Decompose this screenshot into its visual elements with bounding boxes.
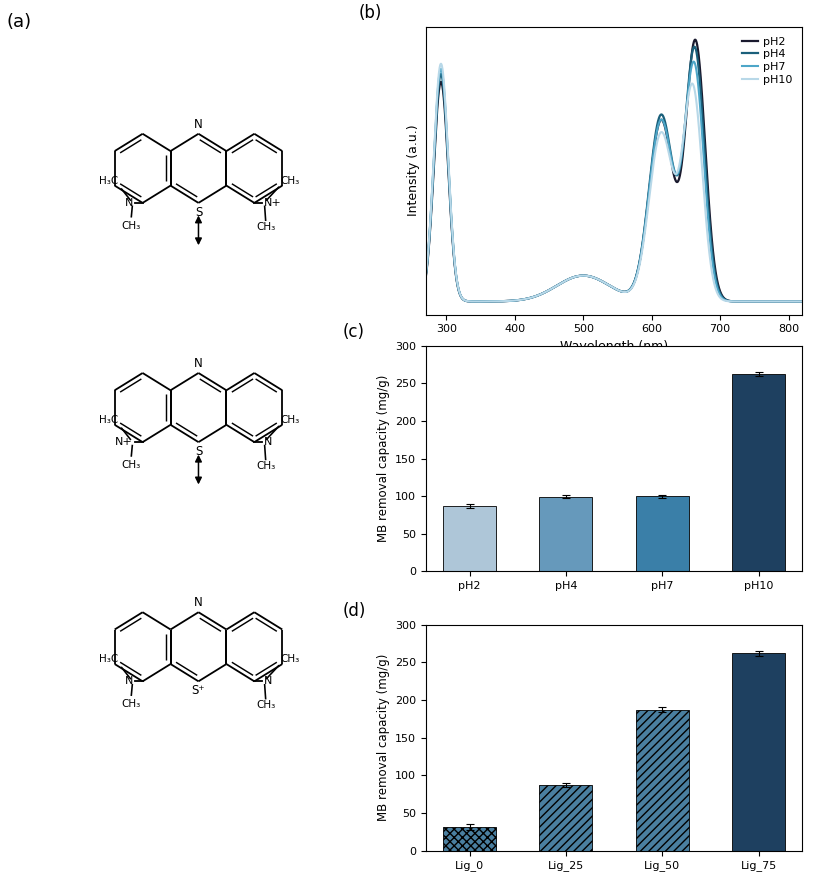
Text: CH₃: CH₃ — [280, 415, 299, 424]
Bar — [539, 497, 592, 571]
pH10 — [717, 294, 727, 305]
X-axis label: Wavelength (nm): Wavelength (nm) — [560, 340, 668, 353]
Text: N: N — [264, 676, 272, 687]
Text: S⁺: S⁺ — [192, 684, 205, 697]
Text: CH₃: CH₃ — [280, 175, 299, 186]
pH10 — [604, 280, 614, 291]
pH10 — [594, 275, 604, 285]
Y-axis label: MB removal capacity (mg/g): MB removal capacity (mg/g) — [376, 654, 390, 821]
pH7 — [421, 269, 431, 280]
Line: pH4: pH4 — [426, 47, 802, 301]
Text: S: S — [195, 445, 202, 458]
Text: H₃C: H₃C — [99, 175, 118, 186]
Text: CH₃: CH₃ — [122, 699, 141, 710]
Text: CH₃: CH₃ — [256, 222, 275, 232]
pH2 — [440, 110, 450, 120]
pH2 — [690, 35, 700, 45]
pH10 — [786, 296, 796, 307]
pH7 — [797, 296, 807, 307]
Text: N+: N+ — [115, 437, 133, 447]
Bar — [443, 828, 496, 851]
Bar — [636, 496, 689, 571]
Bar — [443, 506, 496, 571]
Text: (c): (c) — [343, 323, 366, 341]
pH4 — [797, 296, 807, 307]
pH4 — [604, 280, 614, 291]
Bar — [636, 710, 689, 851]
Text: N: N — [194, 596, 203, 610]
pH4 — [421, 269, 431, 280]
pH4 — [786, 296, 796, 307]
Text: H₃C: H₃C — [99, 415, 118, 424]
Text: CH₃: CH₃ — [280, 654, 299, 664]
Text: CH₃: CH₃ — [256, 461, 275, 471]
Text: (b): (b) — [358, 4, 381, 21]
Text: CH₃: CH₃ — [256, 700, 275, 711]
Text: CH₃: CH₃ — [122, 221, 141, 231]
Bar — [732, 374, 785, 571]
Line: pH10: pH10 — [426, 64, 802, 301]
Text: N+: N+ — [264, 198, 282, 208]
Line: pH2: pH2 — [426, 40, 802, 301]
Text: H₃C: H₃C — [99, 654, 118, 664]
pH7 — [717, 293, 727, 304]
pH2 — [717, 291, 727, 301]
Text: S: S — [195, 206, 202, 219]
pH7 — [440, 98, 450, 109]
pH4 — [594, 275, 604, 285]
pH7 — [786, 296, 796, 307]
pH2 — [594, 275, 604, 285]
pH10 — [436, 58, 446, 69]
Legend: pH2, pH4, pH7, pH10: pH2, pH4, pH7, pH10 — [737, 32, 796, 89]
Text: N: N — [125, 676, 133, 687]
pH4 — [786, 296, 796, 307]
Text: N: N — [194, 118, 203, 131]
pH10 — [786, 296, 796, 307]
pH7 — [786, 296, 796, 307]
pH10 — [797, 296, 807, 307]
Y-axis label: MB removal capacity (mg/g): MB removal capacity (mg/g) — [376, 375, 390, 542]
pH10 — [440, 97, 450, 108]
pH2 — [797, 296, 807, 307]
pH4 — [690, 42, 700, 52]
pH4 — [440, 103, 450, 113]
Text: N: N — [264, 437, 272, 447]
pH2 — [604, 280, 614, 291]
Text: (a): (a) — [6, 13, 31, 31]
Bar — [732, 653, 785, 851]
pH7 — [604, 280, 614, 291]
Text: (d): (d) — [343, 602, 366, 620]
pH10 — [421, 268, 431, 279]
Text: CH₃: CH₃ — [122, 460, 141, 470]
Line: pH7: pH7 — [426, 62, 802, 301]
pH2 — [421, 270, 431, 281]
Bar — [539, 785, 592, 851]
Y-axis label: Intensity (a.u.): Intensity (a.u.) — [408, 125, 420, 216]
Text: N: N — [125, 198, 133, 208]
pH2 — [786, 296, 796, 307]
pH7 — [594, 275, 604, 285]
pH2 — [786, 296, 796, 307]
Text: N: N — [194, 357, 203, 370]
pH4 — [717, 291, 727, 302]
pH7 — [689, 57, 699, 67]
